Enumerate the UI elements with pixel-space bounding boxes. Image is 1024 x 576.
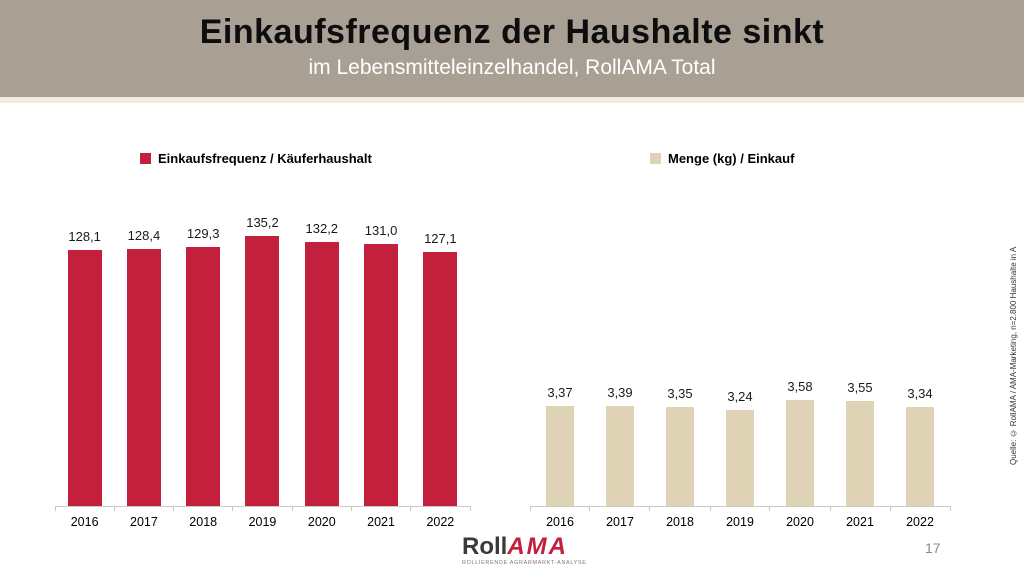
legend-quantity: Menge (kg) / Einkauf [650,151,794,166]
plot-einkaufsfrequenz: 128,1 128,4 129,3 135,2 132,2 131,0 127,1 [54,215,471,511]
bar-group-2021: 131,0 [351,223,410,506]
bar-value-label: 3,55 [847,380,873,396]
axis-tick [113,506,115,511]
axis-tick [709,506,711,511]
axis-tick [469,506,471,511]
bar-value-label: 3,24 [727,389,753,405]
legend-label-frequency: Einkaufsfrequenz / Käuferhaushalt [158,151,372,166]
axis-tick [829,506,831,511]
bar-value-label: 132,2 [305,220,339,236]
bar-value-label: 131,0 [364,223,398,238]
bar-group-2021: 3,55 [830,380,890,506]
legend-frequency: Einkaufsfrequenz / Käuferhaushalt [140,151,372,166]
bar-group-2017: 128,4 [114,226,173,506]
bar-value-label: 3,58 [787,379,813,395]
bar-2022 [906,407,934,506]
bar-value-label: 135,2 [246,214,279,230]
bar-value-label: 3,37 [547,385,573,401]
bar-2020 [786,400,814,506]
axis-tick [410,506,412,511]
bar-2018 [666,406,694,506]
axis-tick [769,506,771,511]
xaxis-label-2018: 2018 [189,515,218,529]
axis-tick [889,506,891,511]
bar-value-label: 128,4 [127,228,161,244]
bar-group-2022: 3,34 [890,386,950,506]
xaxis-label-2017: 2017 [130,515,158,529]
axis-tick [649,506,651,511]
axis-tick [54,506,56,511]
xaxis-label-2021: 2021 [367,515,395,529]
chart-menge: 3,37 3,39 3,35 3,24 3,58 3,55 3,34 2016 2017 201… [525,379,955,529]
rollama-wordmark: RollAMA [462,533,602,560]
axis-tick [350,506,352,511]
axis-tick [173,506,175,511]
page-subtitle: im Lebensmitteleinzelhandel, RollAMA Tot… [308,56,716,79]
xaxis-menge: 2016 2017 2018 2019 2020 2021 2022 [530,511,950,529]
bar-value-label: 129,3 [186,226,220,242]
legend-label-quantity: Menge (kg) / Einkauf [668,151,795,166]
bar-group-2018: 3,35 [650,386,710,506]
xaxis-label-2021: 2021 [846,515,874,529]
source-note: Quelle: © RollAMA / AMA-Marketing, n=2.8… [1009,246,1018,465]
logo-roll-text: Roll [462,533,508,560]
bar-value-label: 127,1 [424,230,457,246]
legend-swatch-red [140,153,151,164]
header-band: Einkaufsfrequenz der Haushalte sinkt im … [0,0,1024,97]
rollama-logo: RollAMA ROLLIERENDE AGRARMARKT-ANALYSE [462,533,602,568]
bar-2018 [186,247,221,506]
xaxis-label-2020: 2020 [307,515,336,529]
axis-tick [589,506,591,511]
axis-tick [291,506,293,511]
xaxis-label-2022: 2022 [426,515,455,529]
xaxis-label-2016: 2016 [70,515,99,529]
bar-group-2019: 135,2 [233,215,292,506]
bar-group-2020: 132,2 [292,221,351,506]
xaxis-label-2016: 2016 [546,515,574,529]
axis-tick [232,506,234,511]
xaxis-einkaufsfrequenz: 2016 2017 2018 2019 2020 2021 2022 [55,511,470,529]
axis-tick [949,506,951,511]
bar-2019 [726,410,754,506]
bar-group-2016: 128,1 [55,226,114,506]
xaxis-label-2019: 2019 [726,515,754,529]
bar-value-label: 3,39 [607,384,633,400]
bar-value-label: 128,1 [68,228,101,244]
page-number: 17 [925,540,941,556]
bar-2016 [546,406,574,506]
bar-2017 [126,249,161,506]
logo-tagline: ROLLIERENDE AGRARMARKT-ANALYSE [462,559,587,566]
xaxis-label-2019: 2019 [248,515,277,529]
bar-2016 [67,249,102,506]
xaxis-label-2018: 2018 [666,515,694,529]
page-title: Einkaufsfrequenz der Haushalte sinkt [199,13,825,51]
legend-swatch-beige [650,153,661,164]
bar-2017 [606,405,634,506]
xaxis-label-2022: 2022 [906,515,934,529]
bar-value-label: 3,34 [907,386,933,402]
bar-group-2017: 3,39 [590,385,650,506]
bar-group-2018: 129,3 [174,226,233,506]
logo-ama-text: AMA [507,533,568,560]
bar-2021 [364,244,399,506]
header-accent-strip [0,97,1024,103]
bar-2019 [245,235,280,506]
bar-value-label: 3,35 [667,385,693,401]
bar-2021 [846,401,874,506]
plot-menge: 3,37 3,39 3,35 3,24 3,58 3,55 3,34 [529,379,951,511]
bar-group-2019: 3,24 [710,389,770,506]
bar-2022 [423,251,458,506]
bar-group-2020: 3,58 [770,379,830,506]
bar-group-2022: 127,1 [411,226,470,506]
xaxis-label-2017: 2017 [606,515,634,529]
axis-tick [529,506,531,511]
xaxis-label-2020: 2020 [786,515,814,529]
bar-2020 [304,241,339,506]
bar-group-2016: 3,37 [530,385,590,506]
chart-einkaufsfrequenz: 128,1 128,4 129,3 135,2 132,2 131,0 127,1 2016… [50,215,475,529]
